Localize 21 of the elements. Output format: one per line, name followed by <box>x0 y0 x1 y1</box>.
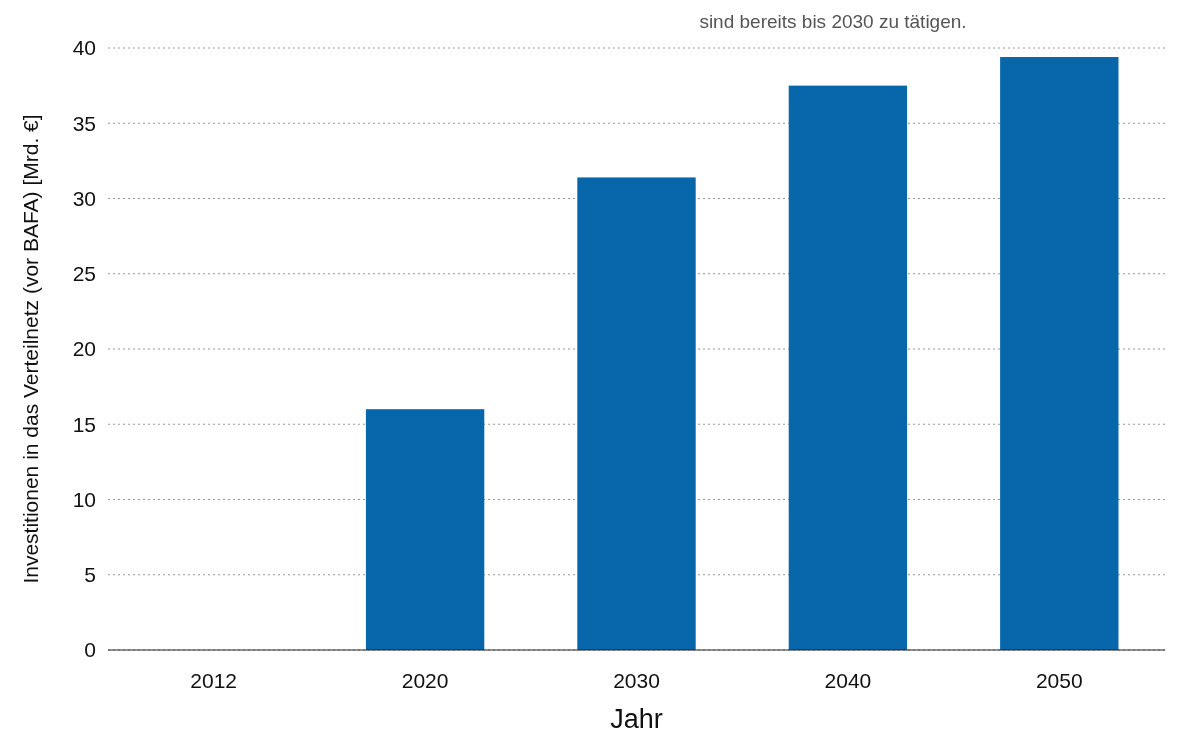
y-tick-label: 10 <box>72 487 96 511</box>
y-tick-label: 25 <box>72 262 96 286</box>
x-axis-title: Jahr <box>610 704 663 734</box>
y-tick-label: 15 <box>72 412 96 436</box>
y-tick-label: 5 <box>84 563 96 587</box>
x-tick-label: 2040 <box>824 669 872 692</box>
bar <box>365 409 485 650</box>
y-tick-label: 40 <box>72 36 96 60</box>
y-tick-label: 35 <box>72 111 96 135</box>
x-tick-label: 2030 <box>613 669 660 692</box>
text: sind bereits bis 2030 zu tätigen. <box>699 11 967 32</box>
x-tick-label: 2020 <box>401 669 449 692</box>
x-tick-label: 2012 <box>190 669 238 692</box>
x-tick-label: 2050 <box>1035 669 1083 692</box>
y-axis-title: Investitionen in das Verteilnetz (vor BAFA) [Mrd. €] <box>19 114 42 584</box>
bar <box>1000 57 1119 650</box>
bar <box>577 177 696 650</box>
y-tick-label: 30 <box>72 186 96 210</box>
bar <box>788 85 908 650</box>
y-tick-label: 20 <box>72 337 96 361</box>
y-tick-label: 0 <box>84 638 96 662</box>
